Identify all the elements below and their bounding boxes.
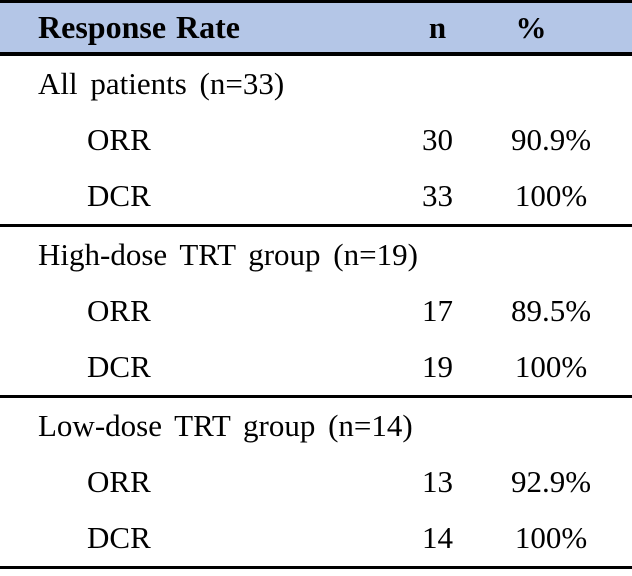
pct-value: 100% — [514, 178, 588, 213]
table-row-low-dcr: DCR 14 100% — [0, 510, 632, 566]
table-bottom-border — [0, 566, 632, 569]
pct-value: 100% — [514, 349, 588, 384]
row-label: ORR — [87, 122, 151, 157]
group-label-row: High-dose TRT group (n=19) — [0, 227, 632, 283]
group-label: Low-dose TRT group (n=14) — [38, 408, 413, 443]
row-label: ORR — [87, 464, 151, 499]
group-label-row: All patients (n=33) — [0, 56, 632, 112]
pct-value: 100% — [514, 520, 588, 555]
pct-value: 89.5% — [510, 293, 592, 328]
table-top-border — [0, 0, 632, 3]
row-label: DCR — [87, 178, 151, 213]
row-label: DCR — [87, 520, 151, 555]
group-label: High-dose TRT group (n=19) — [38, 237, 418, 272]
pct-value: 92.9% — [510, 464, 592, 499]
table-row-high-orr: ORR 17 89.5% — [0, 283, 632, 339]
table-row-low-orr: ORR 13 92.9% — [0, 454, 632, 510]
row-label: ORR — [87, 293, 151, 328]
table-row-high-dcr: DCR 19 100% — [0, 339, 632, 395]
n-value: 30 — [422, 122, 453, 157]
header-percent-column: % — [515, 9, 547, 45]
n-value: 17 — [422, 293, 453, 328]
row-label: DCR — [87, 349, 151, 384]
header-n-column: n — [428, 9, 447, 45]
n-value: 14 — [422, 520, 453, 555]
section-low-dose: Low-dose TRT group (n=14) ORR 13 92.9% D… — [0, 398, 632, 566]
n-value: 19 — [422, 349, 453, 384]
section-high-dose: High-dose TRT group (n=19) ORR 17 89.5% … — [0, 227, 632, 395]
section-divider — [0, 395, 632, 398]
n-value: 33 — [422, 178, 453, 213]
header-response-rate: Response Rate — [38, 9, 240, 45]
n-value: 13 — [422, 464, 453, 499]
section-all-patients: All patients (n=33) ORR 30 90.9% DCR 33 … — [0, 56, 632, 224]
table-row-all-dcr: DCR 33 100% — [0, 168, 632, 224]
section-divider — [0, 224, 632, 227]
pct-value: 90.9% — [510, 122, 592, 157]
header-bottom-border — [0, 52, 632, 56]
table-header-row: Response Rate n % — [0, 3, 632, 52]
group-label: All patients (n=33) — [38, 66, 285, 101]
group-label-row: Low-dose TRT group (n=14) — [0, 398, 632, 454]
table-row-all-orr: ORR 30 90.9% — [0, 112, 632, 168]
